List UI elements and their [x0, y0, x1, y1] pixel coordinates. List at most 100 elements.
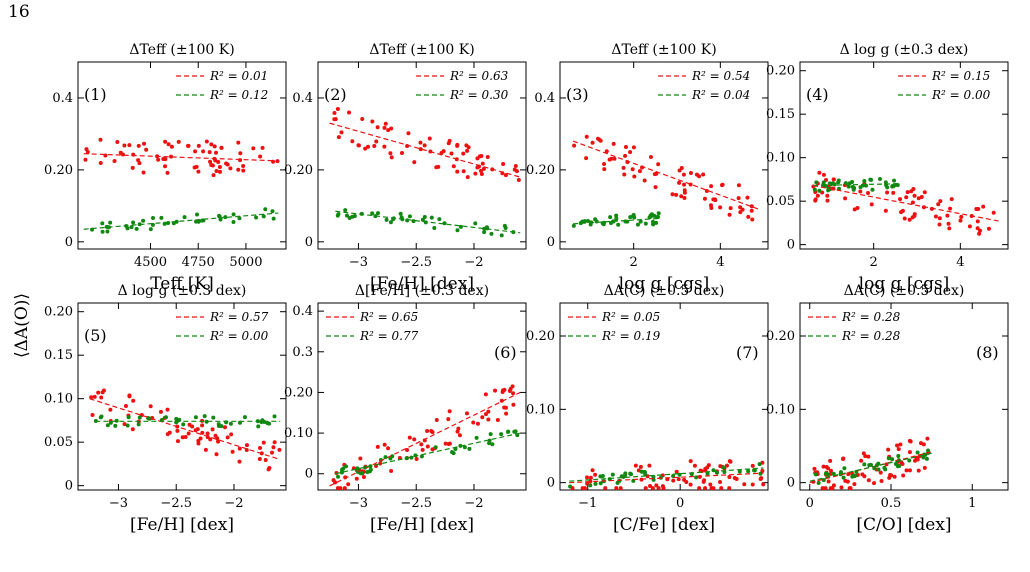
- red-point: [878, 470, 883, 475]
- red-point: [872, 481, 877, 486]
- red-point: [465, 411, 470, 416]
- green-point: [159, 215, 164, 220]
- red-point: [831, 177, 836, 182]
- green-point: [419, 454, 424, 459]
- red-point: [201, 149, 206, 154]
- green-point: [499, 432, 504, 437]
- red-point: [486, 409, 491, 414]
- green-point: [409, 455, 414, 460]
- red-point: [702, 478, 707, 483]
- red-point: [449, 151, 454, 156]
- page-number: 16: [8, 2, 30, 22]
- green-point: [211, 415, 216, 420]
- y-tick-label: 0.20: [284, 163, 313, 178]
- green-point: [629, 472, 634, 477]
- x-tick-label: −2.5: [400, 255, 432, 270]
- red-point: [258, 446, 263, 451]
- red-point: [688, 182, 693, 187]
- red-point: [631, 145, 636, 150]
- red-point: [643, 486, 648, 491]
- green-point: [499, 233, 504, 238]
- red-point: [727, 486, 732, 491]
- red-point: [828, 458, 833, 463]
- red-point: [196, 143, 201, 148]
- red-point: [207, 150, 212, 155]
- red-point: [258, 154, 263, 159]
- red-point: [633, 463, 638, 468]
- red-point: [922, 190, 927, 195]
- y-tick-label: 0: [787, 238, 795, 253]
- green-point: [843, 181, 848, 186]
- panel-number-label: (3): [566, 85, 589, 104]
- green-point: [100, 221, 105, 226]
- x-tick-label: −2: [464, 255, 483, 270]
- red-point: [500, 389, 505, 394]
- red-point: [471, 420, 476, 425]
- red-point: [331, 478, 336, 483]
- y-tick-label: 0.20: [526, 329, 555, 344]
- x-axis-label: log g [cgs]: [859, 274, 950, 294]
- red-point: [828, 468, 833, 473]
- red-point: [210, 163, 215, 168]
- green-point: [850, 179, 855, 184]
- red-point: [425, 444, 430, 449]
- green-point: [608, 215, 613, 220]
- red-point: [485, 155, 490, 160]
- legend-entry: R² = 0.00: [209, 329, 269, 343]
- green-point: [341, 466, 346, 471]
- green-point: [907, 458, 912, 463]
- red-point: [750, 482, 755, 487]
- green-point: [482, 226, 487, 231]
- red-point: [918, 441, 923, 446]
- x-tick-label: −2.5: [160, 496, 192, 511]
- green-point: [136, 422, 141, 427]
- green-point: [254, 215, 259, 220]
- red-point: [607, 157, 612, 162]
- legend-entry: R² = 0.65: [359, 310, 418, 324]
- plot-frame: [77, 302, 287, 491]
- red-point: [446, 417, 451, 422]
- red-point: [335, 486, 340, 491]
- red-point: [682, 190, 687, 195]
- panel-3: ΔTeff (±100 K) 2 4 0 0.20 0.4 log g [cgs] R² = …: [526, 42, 769, 294]
- red-point: [346, 482, 351, 487]
- green-point: [850, 184, 855, 189]
- red-point: [375, 125, 380, 130]
- green-point: [355, 466, 360, 471]
- red-point: [713, 198, 718, 203]
- red-point: [473, 171, 478, 176]
- red-point: [375, 444, 380, 449]
- red-point: [688, 459, 693, 464]
- red-point: [821, 172, 826, 177]
- red-point: [356, 143, 361, 148]
- red-point: [825, 198, 830, 203]
- red-point: [205, 431, 210, 436]
- x-tick-label: 0.5: [881, 496, 902, 511]
- panel-number-label: (8): [976, 343, 999, 362]
- green-point: [897, 464, 902, 469]
- red-point: [865, 190, 870, 195]
- green-point: [336, 474, 341, 479]
- green-point: [134, 226, 139, 231]
- red-point: [455, 429, 460, 434]
- red-point: [703, 466, 708, 471]
- green-point: [568, 484, 573, 489]
- green-point: [339, 470, 344, 475]
- red-point: [907, 468, 912, 473]
- red-fit-line: [329, 122, 521, 178]
- red-point: [225, 435, 230, 440]
- red-point: [652, 172, 657, 177]
- red-point: [896, 447, 901, 452]
- red-point: [708, 482, 713, 487]
- red-point: [203, 447, 208, 452]
- green-point: [852, 474, 857, 479]
- red-point: [163, 164, 168, 169]
- red-point: [584, 156, 589, 161]
- red-point: [503, 405, 508, 410]
- red-point: [584, 134, 589, 139]
- red-point: [742, 482, 747, 487]
- green-fit-line: [812, 183, 900, 187]
- red-point: [388, 151, 393, 156]
- red-point: [892, 474, 897, 479]
- y-tick-label: 0: [305, 467, 313, 482]
